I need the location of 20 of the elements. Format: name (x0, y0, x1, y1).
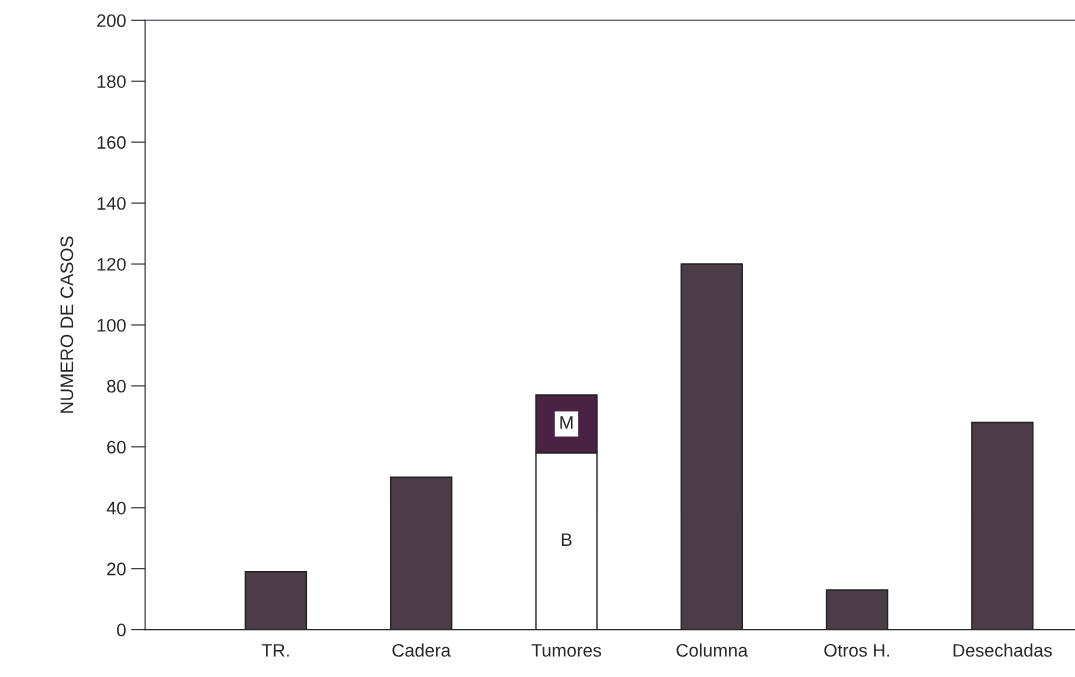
y-tick-label: 40 (106, 501, 126, 515)
series-label: M (560, 416, 573, 429)
y-tick-label: 60 (107, 440, 126, 454)
x-tick-label: Desechadas (953, 643, 1052, 657)
y-tick-label: 100 (97, 318, 126, 332)
x-tick-label: Otros H. (824, 643, 890, 657)
x-tick-label: Cadera (392, 643, 451, 657)
y-axis-title: NUMERO DE CASOS (60, 236, 74, 413)
x-tick-label: Tumores (531, 644, 602, 657)
series-label: B (561, 533, 572, 546)
y-tick-label: 200 (97, 14, 126, 28)
y-tick-label: 120 (97, 257, 126, 271)
x-tick-label: Columna (676, 643, 748, 657)
y-tick-label: 160 (97, 136, 126, 149)
x-tick-label: TR. (261, 644, 289, 657)
y-tick-label: 80 (107, 379, 126, 393)
y-tick-label: 20 (107, 562, 126, 576)
y-tick-label: 0 (117, 623, 126, 637)
y-tick-label: 180 (97, 75, 126, 88)
y-tick-label: 140 (97, 197, 126, 210)
